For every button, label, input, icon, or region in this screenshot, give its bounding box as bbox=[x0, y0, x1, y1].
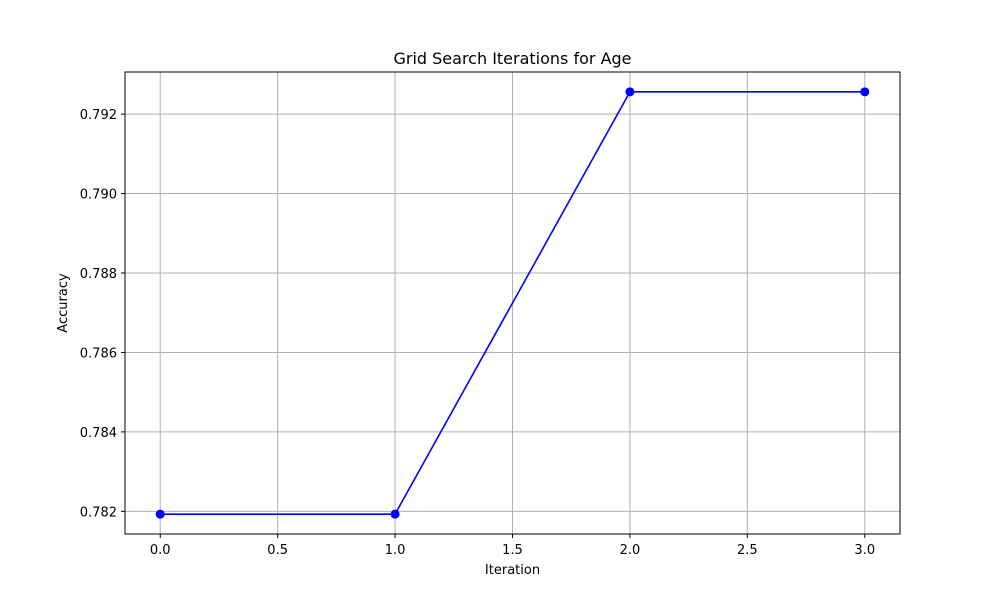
y-tick-label: 0.790 bbox=[80, 188, 117, 203]
x-tick-label: 0.0 bbox=[150, 543, 171, 558]
x-tick-label: 2.0 bbox=[620, 543, 641, 558]
series-line bbox=[160, 91, 865, 515]
y-tick-label: 0.784 bbox=[80, 426, 117, 441]
y-tick-label: 0.786 bbox=[80, 346, 117, 361]
ticks: 0.0 0.5 1.0 1.5 2.0 2.5 3.0 0.782 0.784 0.786 0.78… bbox=[80, 108, 875, 558]
y-tick-label: 0.782 bbox=[80, 505, 117, 520]
y-axis-label: Accuracy bbox=[56, 273, 71, 333]
x-tick-label: 1.0 bbox=[385, 543, 406, 558]
x-tick-label: 0.5 bbox=[267, 543, 288, 558]
data-point bbox=[390, 509, 400, 519]
data-point bbox=[625, 87, 635, 97]
y-tick-label: 0.788 bbox=[80, 267, 117, 282]
x-tick-label: 1.5 bbox=[502, 543, 523, 558]
x-tick-label: 2.5 bbox=[737, 543, 758, 558]
data-point bbox=[860, 87, 870, 97]
x-tick-label: 3.0 bbox=[854, 543, 875, 558]
chart-title: Grid Search Iterations for Age bbox=[393, 49, 631, 68]
grid bbox=[125, 72, 900, 534]
x-axis-label: Iteration bbox=[485, 563, 540, 578]
y-tick-label: 0.792 bbox=[80, 108, 117, 123]
series-layer bbox=[155, 87, 870, 519]
data-point bbox=[155, 509, 165, 519]
